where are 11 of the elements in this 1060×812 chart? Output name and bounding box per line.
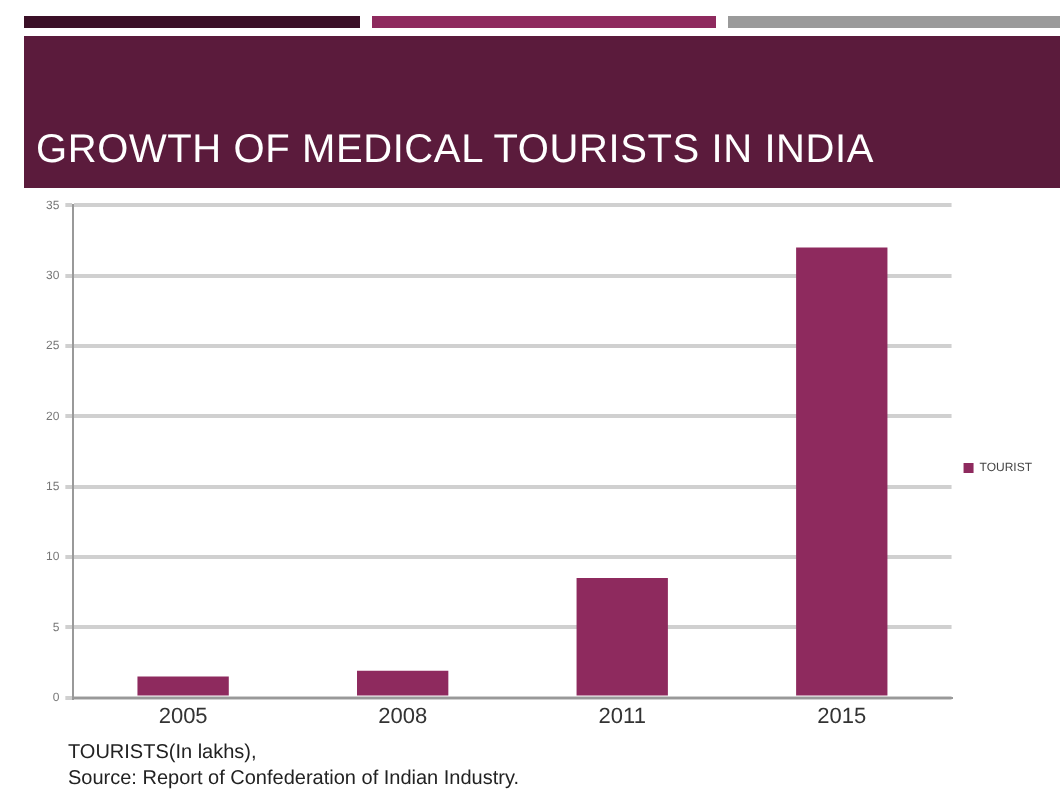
bar [357, 670, 449, 696]
bar [796, 247, 888, 696]
x-tick-label: 2015 [817, 704, 867, 729]
x-tick-label: 2011 [598, 704, 646, 729]
chart-title: GROWTH OF MEDICAL TOURISTS IN INDIA [36, 128, 875, 174]
x-tick-label: 2005 [158, 704, 208, 729]
text: TOURISTS(In lakhs), [68, 740, 259, 766]
bar [576, 578, 668, 696]
source-note: Source: Report of Confederation of Indian Industry. [68, 766, 520, 792]
bar [137, 676, 229, 696]
x-tick-label: 2008 [378, 704, 428, 729]
